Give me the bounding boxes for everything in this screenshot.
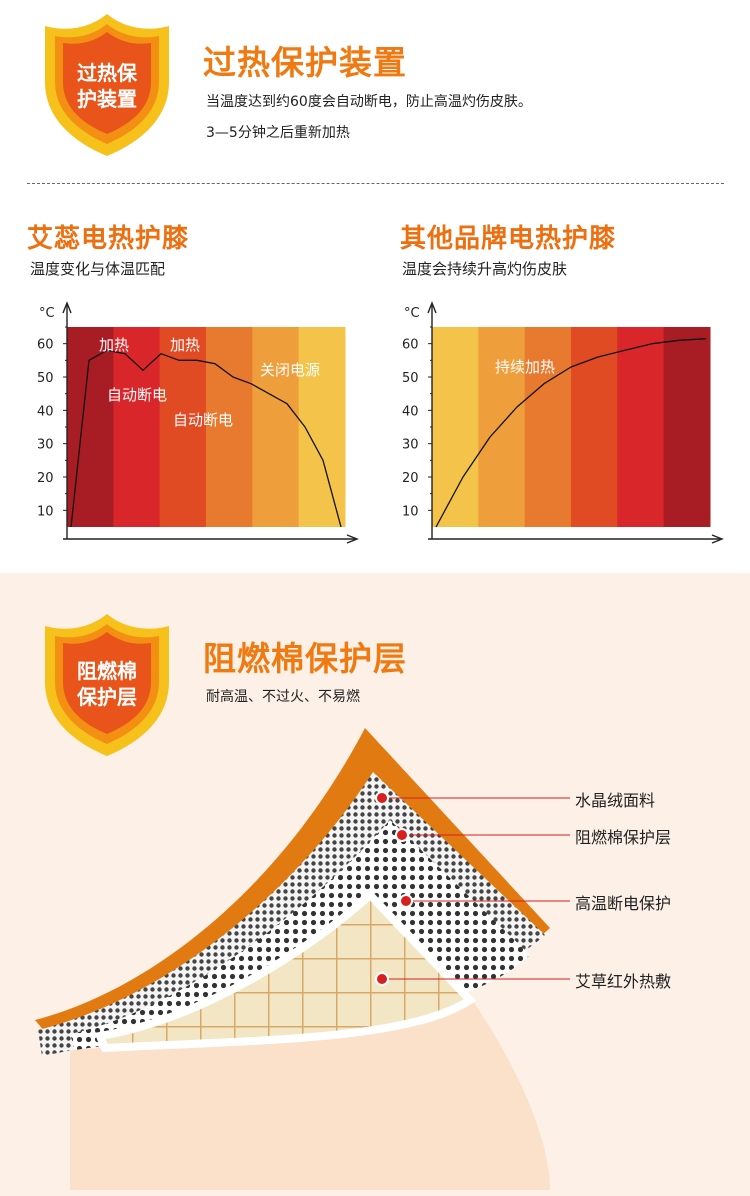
- right-chart-tick-label: 50: [402, 371, 419, 386]
- left-chart-band: [252, 327, 300, 527]
- right-temperature-chart: °C 60 50 40 30 20 10 持续加热: [402, 301, 724, 544]
- right-chart-band: [524, 327, 572, 527]
- overheat-desc-line1: 当温度达到约60度会自动断电，防止高温灼伤皮肤。: [206, 94, 532, 110]
- layer-label-velvet: 水晶绒面料: [575, 791, 656, 810]
- shield-badge-text: 过热保 护装置: [77, 61, 137, 111]
- left-chart-tick-label: 50: [37, 371, 54, 386]
- flame-desc: 耐高温、不过火、不易燃: [206, 689, 360, 705]
- left-chart-annotation: 加热: [99, 336, 129, 354]
- section-title-overheat: 过热保护装置: [203, 43, 407, 82]
- left-chart-y-arrow: [62, 301, 72, 314]
- right-chart-band: [478, 327, 526, 527]
- right-chart-series-line: [435, 338, 707, 528]
- right-product-title: 其他品牌电热护膝: [400, 224, 617, 254]
- right-chart-unit: °C: [404, 306, 420, 321]
- left-chart-annotation: 关闭电源: [260, 361, 320, 379]
- right-chart-band: [571, 327, 618, 527]
- left-chart-annotation: 自动断电: [107, 386, 167, 404]
- right-chart-tick-label: 20: [402, 471, 419, 486]
- shield-badge-flame-text: 阻燃棉 保护层: [77, 659, 137, 709]
- shield-badge-overheat: [45, 14, 169, 156]
- left-chart-unit: °C: [39, 306, 55, 321]
- layer-illustration: [35, 728, 550, 1190]
- left-chart-annotation: 加热: [170, 336, 200, 354]
- right-chart-band: [617, 327, 665, 527]
- left-chart-tick-label: 60: [37, 338, 54, 353]
- layer-pointer-lines: [375, 791, 570, 986]
- left-product-desc: 温度变化与体温匹配: [30, 260, 166, 278]
- left-chart-tick-label: 30: [37, 438, 54, 453]
- left-chart-annotation: 自动断电: [173, 411, 233, 429]
- overheat-desc-line2: 3—5分钟之后重新加热: [206, 125, 350, 141]
- right-chart-band: [663, 327, 711, 527]
- layer-label-mugwort: 艾草红外热敷: [575, 972, 672, 991]
- left-chart-band: [206, 327, 253, 527]
- right-chart-annotation: 持续加热: [495, 358, 555, 376]
- layer-label-cutoff: 高温断电保护: [575, 894, 672, 913]
- right-chart-tick-label: 30: [402, 438, 419, 453]
- left-chart-tick-label: 40: [37, 404, 54, 419]
- right-chart-band: [432, 327, 479, 527]
- section-title-flame: 阻燃棉保护层: [203, 639, 407, 678]
- right-product-desc: 温度会持续升高灼伤皮肤: [402, 260, 568, 278]
- left-chart-band: [298, 327, 346, 527]
- right-chart-y-arrow: [427, 301, 437, 314]
- layer-label-flame: 阻燃棉保护层: [575, 828, 672, 847]
- right-chart-tick-label: 10: [402, 504, 419, 519]
- left-chart-band: [113, 327, 161, 527]
- left-chart-series-line: [70, 349, 342, 528]
- right-chart-tick-label: 40: [402, 404, 419, 419]
- left-chart-x-arrow: [346, 534, 359, 544]
- left-chart-tick-label: 10: [37, 504, 54, 519]
- left-product-title: 艾蕊电热护膝: [27, 224, 190, 254]
- right-chart-x-arrow: [711, 534, 724, 544]
- right-chart-tick-label: 60: [402, 338, 419, 353]
- dashed-divider: [27, 183, 724, 184]
- left-chart-tick-label: 20: [37, 471, 54, 486]
- shield-badge-flame: [45, 614, 169, 756]
